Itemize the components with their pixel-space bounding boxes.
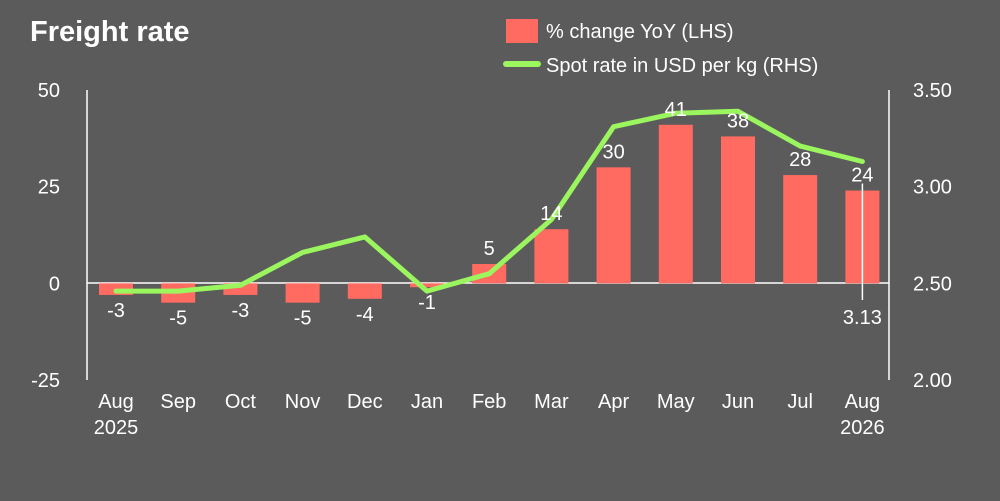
bar-data-label: 28 bbox=[789, 149, 811, 171]
bar-data-label: 41 bbox=[665, 99, 687, 121]
right-tick-label: 3.00 bbox=[913, 177, 952, 199]
bar-data-label: -5 bbox=[169, 308, 187, 330]
right-tick-label: 2.00 bbox=[913, 370, 952, 392]
category-label: Jan bbox=[411, 391, 443, 413]
category-label: Oct bbox=[225, 391, 257, 413]
left-tick-label: 0 bbox=[49, 273, 60, 295]
left-tick-label: -25 bbox=[31, 370, 60, 392]
right-tick-label: 3.50 bbox=[913, 80, 952, 102]
left-axis-ticks: 50 25 0 -25 bbox=[31, 80, 60, 392]
category-label: May bbox=[657, 391, 695, 413]
bar bbox=[783, 175, 818, 284]
bar-data-label: -3 bbox=[107, 300, 125, 322]
category-label: Jun bbox=[722, 391, 754, 413]
bar-data-label: 38 bbox=[727, 110, 749, 132]
category-label: Nov bbox=[285, 391, 321, 413]
category-label: Apr bbox=[598, 391, 629, 413]
legend-line-label: Spot rate in USD per kg (RHS) bbox=[546, 55, 818, 77]
spot-rate-line bbox=[113, 108, 865, 294]
bar-data-label: -4 bbox=[356, 304, 374, 326]
bar-data-label: -1 bbox=[418, 292, 436, 314]
bar-data-labels: -3 -5 -3 -5 -4 -1 5 14 30 41 38 28 24 bbox=[107, 99, 873, 330]
bar-data-label: -3 bbox=[232, 300, 250, 322]
right-axis-ticks: 3.50 3.00 2.50 2.00 bbox=[913, 80, 952, 392]
chart-title: Freight rate bbox=[30, 16, 190, 48]
bar bbox=[347, 283, 382, 299]
legend-bar-swatch bbox=[506, 19, 538, 43]
legend-bar-label: % change YoY (LHS) bbox=[546, 21, 734, 43]
bar-data-label: 5 bbox=[484, 238, 495, 260]
bar bbox=[410, 283, 444, 288]
left-tick-label: 50 bbox=[38, 80, 60, 102]
category-label: Feb bbox=[472, 391, 506, 413]
category-label: Dec bbox=[347, 391, 383, 413]
bar bbox=[534, 229, 569, 284]
axes bbox=[86, 90, 890, 380]
bar bbox=[596, 167, 631, 284]
year-label: 2025 bbox=[94, 417, 139, 439]
left-tick-label: 25 bbox=[38, 177, 60, 199]
category-label: Aug bbox=[98, 391, 134, 413]
category-labels: Aug 2025 Sep Oct Nov Dec Jan Feb Mar Apr May Jun Jul… bbox=[94, 391, 885, 439]
bar bbox=[658, 124, 693, 284]
bar bbox=[285, 283, 320, 303]
category-label: Aug bbox=[845, 391, 881, 413]
year-label: 2026 bbox=[840, 417, 885, 439]
right-tick-label: 2.50 bbox=[913, 273, 952, 295]
bar-data-label: 30 bbox=[602, 141, 624, 163]
line-series: 3.13 bbox=[113, 108, 882, 329]
category-label: Mar bbox=[534, 391, 569, 413]
legend: % change YoY (LHS) Spot rate in USD per … bbox=[503, 19, 818, 77]
bar bbox=[721, 136, 755, 284]
bar-data-label: -5 bbox=[294, 308, 312, 330]
bar-data-label: 24 bbox=[851, 165, 873, 187]
category-label: Sep bbox=[160, 391, 196, 413]
line-last-value-label: 3.13 bbox=[843, 307, 882, 329]
category-label: Jul bbox=[787, 391, 813, 413]
bar-data-label: 14 bbox=[540, 203, 562, 225]
bar bbox=[223, 283, 258, 295]
